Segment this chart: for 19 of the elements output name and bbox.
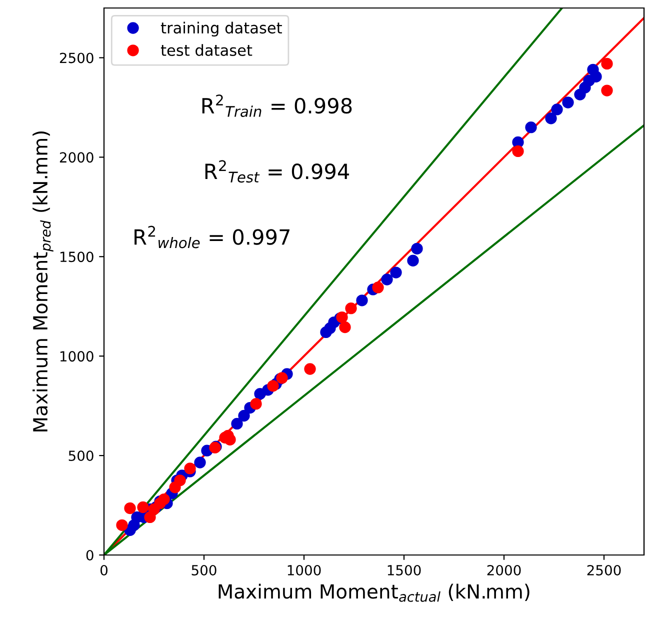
y-axis-title: Maximum Moment$_{pred}$ (kN.mm) — [32, 131, 54, 432]
annotation: R$^{2}$$_{Test}$ = 0.994 — [205, 160, 350, 183]
y-tick-label: 2500 — [60, 52, 94, 64]
annotation: R$^{2}$$_{Train}$ = 0.998 — [202, 94, 352, 117]
x-tick-label: 1000 — [288, 564, 321, 576]
x-tick-label: 500 — [192, 564, 216, 576]
x-tick-label: 2500 — [587, 564, 621, 576]
x-tick-label: 0 — [100, 564, 108, 576]
y-tick-label: 1000 — [60, 351, 94, 362]
y-tick-label: 1500 — [60, 252, 94, 262]
x-axis-title: Maximum Moment$_{actual}$ (kN.mm) — [218, 584, 530, 602]
legend-label: test dataset — [160, 44, 252, 56]
y-tick-label: 2000 — [60, 152, 94, 163]
y-tick-label: 500 — [68, 450, 94, 462]
x-tick-label: 1500 — [388, 564, 421, 576]
legend-label: training dataset — [160, 22, 282, 37]
y-tick-label: 0 — [86, 550, 94, 560]
annotation: R$^{2}$$_{whole}$ = 0.997 — [134, 226, 290, 248]
x-tick-label: 2000 — [487, 564, 521, 576]
